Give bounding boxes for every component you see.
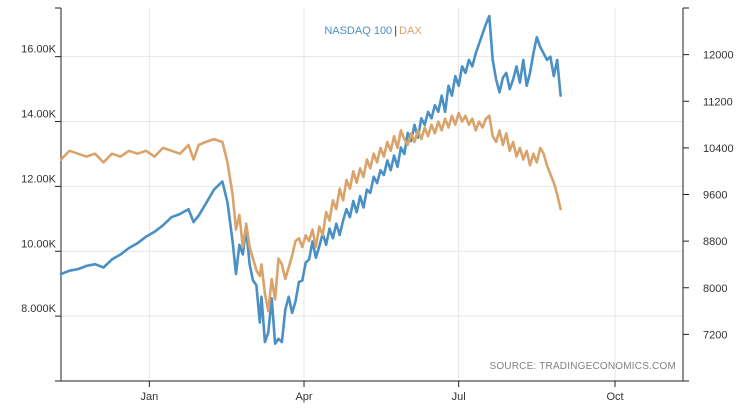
x-tick-label: Jul: [452, 391, 466, 403]
axes: [60, 8, 684, 382]
y-left-tick-label: 12.00K: [21, 173, 57, 185]
y-right-tick-label: 9600: [703, 190, 727, 202]
y-right-tick-label: 11200: [703, 96, 733, 108]
legend-separator: |: [394, 25, 398, 37]
x-axis-ticks: Jan Apr Jul Oct: [140, 381, 624, 403]
legend: NASDAQ 100 | DAX: [0, 25, 746, 37]
y-left-tick-label: 16.00K: [21, 44, 57, 56]
y-right-tick-label: 7200: [703, 329, 727, 341]
y-left-tick-label: 14.00K: [21, 109, 57, 121]
y-right-tick-label: 8800: [703, 236, 727, 248]
source-label: SOURCE: TRADINGECONOMICS.COM: [489, 361, 676, 372]
y-right-tick-label: 10400: [703, 143, 734, 155]
y-axis-right-ticks: 7200 8000 8800 9600 10400 11200 12000: [683, 7, 734, 382]
legend-dax[interactable]: DAX: [399, 25, 422, 37]
series-line-dax[interactable]: [59, 111, 562, 313]
y-axis-left-ticks: 8.000K 10.00K 12.00K 14.00K 16.00K: [21, 7, 61, 382]
y-right-tick-label: 12000: [703, 50, 734, 62]
series-lines: [59, 14, 562, 345]
series-line-nasdaq-100[interactable]: [59, 14, 562, 345]
y-left-tick-label: 8.000K: [21, 303, 57, 315]
legend-nasdaq-100[interactable]: NASDAQ 100: [324, 25, 393, 37]
x-tick-label: Oct: [606, 391, 623, 403]
gridlines: [61, 8, 683, 381]
x-tick-label: Jan: [140, 391, 158, 403]
x-tick-label: Apr: [295, 391, 312, 403]
y-left-tick-label: 10.00K: [21, 238, 57, 250]
y-right-tick-label: 8000: [703, 283, 727, 295]
